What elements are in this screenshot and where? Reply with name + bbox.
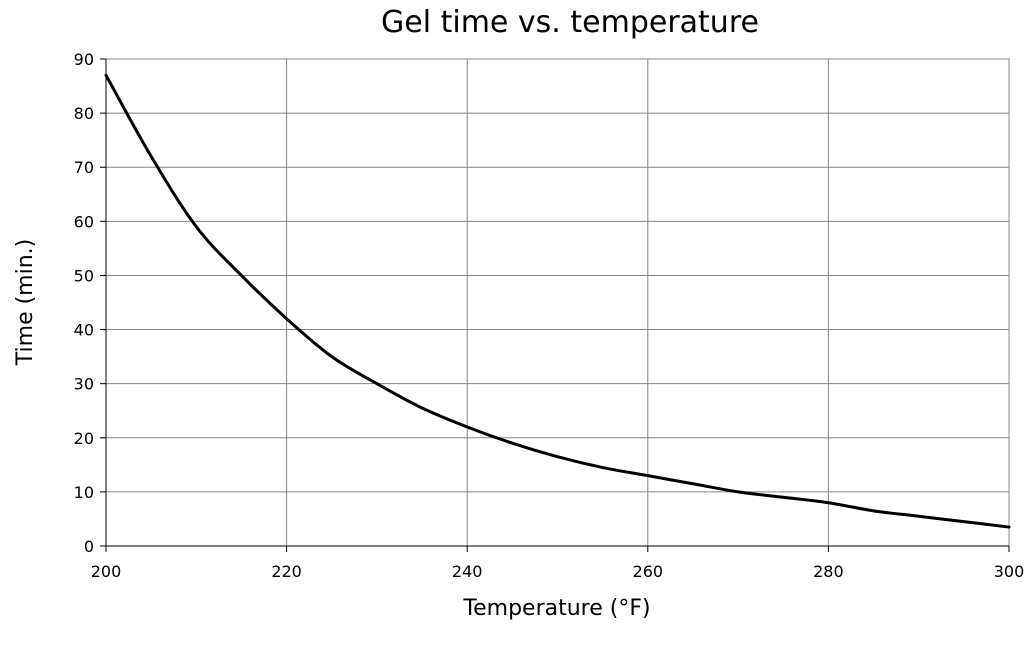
x-tick-label: 220 [271, 562, 302, 581]
y-tick-label: 50 [74, 266, 94, 285]
y-tick-label: 60 [74, 212, 94, 231]
chart-title: Gel time vs. temperature [381, 5, 759, 40]
tick-labels: 200 220 240 260 280 300 0 10 20 30 40 50 60 70 80 90 [74, 50, 1025, 581]
x-tick-label: 260 [633, 562, 664, 581]
grid [105, 58, 1010, 547]
y-tick-label: 20 [74, 429, 94, 448]
y-axis-label: Time (min.) [13, 239, 38, 366]
axes [100, 58, 1010, 552]
y-tick-label: 90 [74, 50, 94, 69]
x-tick-label: 300 [994, 562, 1025, 581]
x-tick-label: 200 [91, 562, 122, 581]
y-tick-label: 70 [74, 158, 94, 177]
y-tick-label: 10 [74, 483, 94, 502]
plot-frame [105, 58, 1010, 547]
y-tick-label: 80 [74, 104, 94, 123]
x-tick-label: 280 [813, 562, 844, 581]
y-tick-label: 40 [74, 321, 94, 340]
series-layer [104, 73, 1011, 529]
y-tick-label: 0 [84, 537, 94, 556]
x-tick-label: 240 [452, 562, 483, 581]
x-axis-label: Temperature (°F) [462, 596, 650, 621]
y-tick-label: 30 [74, 375, 94, 394]
series-line [104, 73, 1011, 529]
